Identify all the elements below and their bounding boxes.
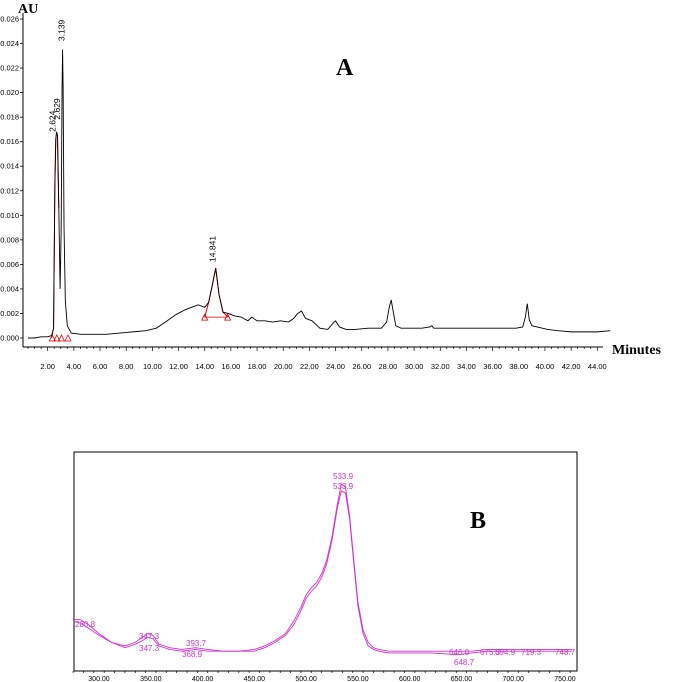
x-tick-label: 40.00: [536, 362, 555, 371]
chromatogram-trace: [28, 49, 611, 339]
y-tick-label: 0.006: [0, 260, 19, 269]
y-tick-label: 0.012: [0, 186, 19, 195]
spectrum-peak-label: 646.0: [449, 648, 470, 657]
y-tick-label: 0.020: [0, 88, 19, 97]
spectrum-peak-label: 533.9: [333, 472, 354, 481]
boundary-marker: [53, 334, 61, 342]
x-tick-label: 38.00: [509, 362, 528, 371]
x-tick-label: 28.00: [379, 362, 398, 371]
x-tick-label: 32.00: [431, 362, 450, 371]
x-tick-label: 34.00: [457, 362, 476, 371]
peak-label: 2.629: [52, 98, 62, 120]
spectrum-peak-label: 393.7: [186, 639, 207, 648]
spectrum-peak-label: 719.3: [521, 648, 542, 657]
x-tick-label: 44.00: [588, 362, 607, 371]
x-axis-label: Minutes: [612, 343, 662, 358]
spectrum-frame: [73, 451, 578, 672]
x-tick-label: 8.00: [119, 362, 134, 371]
x-tick-label: 14.00: [195, 362, 214, 371]
spectrum-peak-label: 347.3: [139, 644, 160, 653]
y-tick-label: 0.010: [0, 211, 19, 220]
x-tick-label: 36.00: [483, 362, 502, 371]
spectrum-peak-label: 675.3: [480, 648, 501, 657]
y-axis-label: AU: [18, 2, 38, 17]
x-tick-label: 2.00: [40, 362, 55, 371]
x-tick-label: 6.00: [93, 362, 108, 371]
spectrum-peak-label: 648.7: [454, 658, 475, 667]
spectrum-peak-label: 533.9: [333, 482, 354, 491]
x-tick-label: 24.00: [326, 362, 345, 371]
spectrum-chart: B 300.00 350.00 400.00 450.00 500.00 550.00 60…: [72, 451, 578, 682]
boundary-marker: [48, 334, 56, 342]
y-tick-label: 0.018: [0, 113, 19, 122]
x-tick-label: 20.00: [274, 362, 293, 371]
y-tick-group: 0.000 0.002 0.004 0.006 0.008 0.010 0.012 0.014…: [0, 15, 23, 343]
spectrum-peak-label: 347.3: [139, 632, 160, 641]
spectrum-trace-1: [73, 483, 573, 652]
spectrum-trace-2: [73, 490, 573, 656]
x-tick-label: 12.00: [169, 362, 188, 371]
spectrum-x-tick-label: 550.00: [347, 676, 369, 682]
y-tick-label: 0.002: [0, 309, 19, 318]
x-tick-label: 26.00: [352, 362, 371, 371]
x-tick-label: 16.00: [221, 362, 240, 371]
spectrum-x-tick-label: 500.00: [295, 676, 317, 682]
boundary-marker: [223, 313, 232, 321]
spectrum-x-tick-label: 750.00: [554, 676, 576, 682]
y-tick-label: 0.000: [0, 334, 19, 343]
panel-a-label: A: [336, 55, 354, 81]
spectrum-x-tick-label: 400.00: [192, 676, 214, 682]
y-tick-label: 0.008: [0, 235, 19, 244]
y-tick-label: 0.014: [0, 162, 19, 171]
x-tick-label: 22.00: [300, 362, 319, 371]
spectrum-peak-label: 280.8: [75, 620, 96, 629]
spectrum-peak-label: 368.9: [182, 650, 203, 659]
y-tick-label: 0.016: [0, 137, 19, 146]
spectrum-peak-label: 748.7: [555, 648, 576, 657]
spectrum-x-tick-label: 300.00: [88, 676, 110, 682]
spectrum-x-tick-label: 600.00: [399, 676, 421, 682]
x-tick-label: 4.00: [67, 362, 82, 371]
y-tick-label: 0.022: [0, 64, 19, 73]
spectrum-x-tick-label: 450.00: [244, 676, 266, 682]
peak-label: 3.139: [56, 20, 66, 42]
boundary-marker: [57, 334, 66, 342]
x-tick-label: 10.00: [143, 362, 162, 371]
y-tick-label: 0.004: [0, 284, 19, 293]
peak-label: 2.624: [48, 110, 58, 132]
boundary-marker: [64, 334, 72, 342]
peak-label: 14.841: [208, 236, 218, 262]
spectrum-peak-label: 694.9: [495, 648, 516, 657]
panel-b-label: B: [470, 508, 486, 534]
spectrum-x-tick-group: 300.00 350.00 400.00 450.00 500.00 550.00 600.…: [72, 671, 576, 682]
spectrum-x-tick-label: 700.00: [503, 676, 525, 682]
y-tick-label: 0.024: [0, 39, 19, 48]
x-tick-label: 18.00: [248, 362, 267, 371]
spectrum-x-tick-label: 350.00: [140, 676, 162, 682]
y-tick-label: 0.026: [0, 15, 19, 24]
x-tick-label: 30.00: [405, 362, 424, 371]
boundary-marker: [201, 313, 209, 321]
chromatogram-chart: AU Minutes A 0.0000.0020.0040.0060.0080.…: [0, 2, 661, 371]
spectrum-x-tick-label: 650.00: [451, 676, 473, 682]
x-tick-group: 2.00 4.00 6.00 8.00 10.00 12.00 14.00 16.00 18.0…: [27, 347, 607, 371]
integration-markers: [48, 131, 232, 342]
x-tick-label: 42.00: [562, 362, 581, 371]
